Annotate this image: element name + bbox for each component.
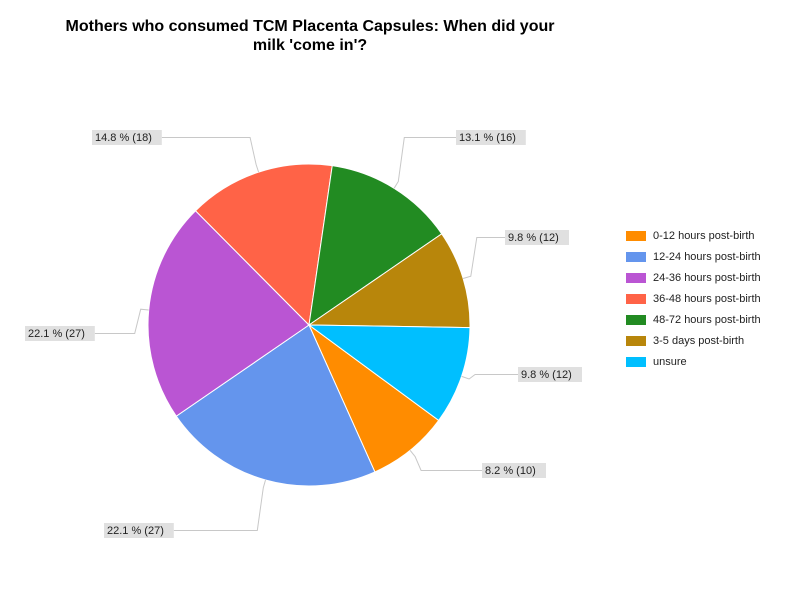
pie-labels: 8.2 % (10) 22.1 % (27) 22.1 % (27) 14.8 % (… <box>25 130 582 538</box>
data-label-3: 22.1 % (27) <box>28 328 85 340</box>
data-label-6: 9.8 % (12) <box>508 232 559 244</box>
legend-label-2: 12-24 hours post-birth <box>653 250 761 263</box>
data-label-bg-2 <box>104 523 174 538</box>
data-label-bg-5 <box>456 130 526 145</box>
chart-title-line-2: milk 'come in'? <box>252 37 368 54</box>
legend-item-6[interactable]: 3-5 days post-birth <box>626 330 761 351</box>
data-label-bg-4 <box>92 130 162 145</box>
pie-slices <box>147 163 471 487</box>
data-label-bg-6 <box>505 230 569 245</box>
leader-line-3 <box>94 308 149 334</box>
leader-line-6 <box>462 237 505 279</box>
legend-label-4: 36-48 hours post-birth <box>653 292 761 305</box>
leader-line-5 <box>393 137 456 189</box>
legend-item-1[interactable]: 0-12 hours post-birth <box>626 225 761 246</box>
legend-label-3: 24-36 hours post-birth <box>653 271 761 284</box>
legend-label-6: 3-5 days post-birth <box>653 334 745 347</box>
legend-swatch-6 <box>626 335 646 346</box>
legend: 0-12 hours post-birth 12-24 hours post-bi… <box>626 225 761 372</box>
pie-slice-4[interactable] <box>194 163 333 327</box>
legend-label-1: 0-12 hours post-birth <box>653 229 755 242</box>
legend-item-4[interactable]: 36-48 hours post-birth <box>626 288 761 309</box>
legend-swatch-3 <box>626 272 646 283</box>
data-label-bg-1 <box>482 463 546 478</box>
legend-swatch-2 <box>626 251 646 262</box>
pie-slice-5[interactable] <box>308 165 443 327</box>
legend-swatch-5 <box>626 314 646 325</box>
data-label-bg-7 <box>518 367 582 382</box>
legend-swatch-1 <box>626 230 646 241</box>
leader-line-2 <box>173 479 266 531</box>
legend-label-7: unsure <box>653 355 687 368</box>
leader-line-4 <box>161 137 260 173</box>
pie-slice-3[interactable] <box>147 210 310 417</box>
leader-line-1 <box>409 449 482 471</box>
leader-line-7 <box>461 374 518 380</box>
data-label-4: 14.8 % (18) <box>95 132 152 144</box>
data-label-bg-3 <box>25 326 95 341</box>
legend-swatch-7 <box>626 356 646 367</box>
data-label-5: 13.1 % (16) <box>459 132 516 144</box>
legend-item-3[interactable]: 24-36 hours post-birth <box>626 267 761 288</box>
legend-item-5[interactable]: 48-72 hours post-birth <box>626 309 761 330</box>
legend-label-5: 48-72 hours post-birth <box>653 313 761 326</box>
chart-title: Mothers who consumed TCM Placenta Capsul… <box>60 17 560 55</box>
legend-item-2[interactable]: 12-24 hours post-birth <box>626 246 761 267</box>
legend-swatch-4 <box>626 293 646 304</box>
data-label-1: 8.2 % (10) <box>485 465 536 477</box>
pie-slice-7[interactable] <box>307 324 471 422</box>
legend-item-7[interactable]: unsure <box>626 351 761 372</box>
data-label-7: 9.8 % (12) <box>521 369 572 381</box>
chart-title-line-1: Mothers who consumed TCM Placenta Capsul… <box>65 18 555 35</box>
data-label-2: 22.1 % (27) <box>107 525 164 537</box>
